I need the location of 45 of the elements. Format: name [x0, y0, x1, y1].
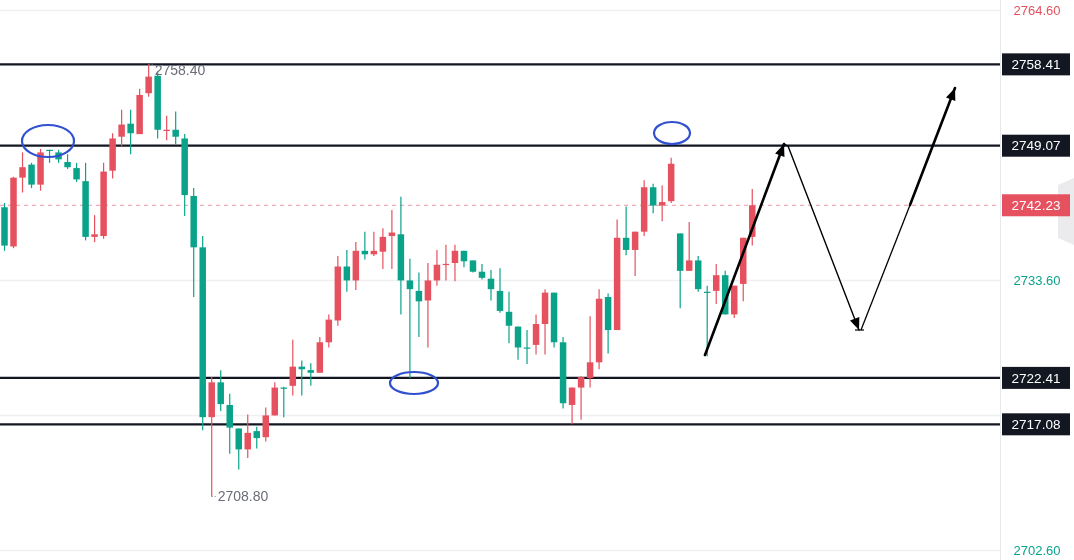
candlestick	[325, 313, 333, 349]
candlestick	[622, 205, 630, 256]
candlestick	[262, 406, 270, 443]
ref-line-label: 2717.08	[1011, 417, 1061, 433]
candlestick	[586, 315, 594, 389]
candlestick	[568, 386, 576, 425]
candlestick	[451, 244, 459, 282]
candlestick	[235, 427, 242, 471]
candlestick	[244, 413, 251, 459]
candlestick	[253, 426, 260, 450]
candlestick	[424, 262, 432, 349]
candlestick	[172, 110, 179, 146]
candlestick	[19, 151, 26, 194]
candlestick	[217, 369, 224, 412]
candlestick	[118, 109, 125, 147]
candlestick	[28, 162, 35, 189]
annotation: 2758.40	[154, 61, 206, 78]
candlestick	[91, 214, 98, 243]
candlestick	[505, 291, 513, 344]
candlestick	[496, 267, 504, 314]
candlestick	[226, 393, 233, 455]
candlestick	[379, 227, 387, 270]
candlestick	[289, 339, 297, 396]
candlestick	[631, 231, 639, 277]
candlestick	[73, 162, 80, 183]
ref-line-label: 2758.41	[1011, 57, 1061, 73]
candlestick	[649, 183, 657, 214]
candlestick	[523, 329, 531, 365]
candlestick	[577, 375, 585, 421]
candlestick	[127, 109, 134, 155]
annotation: 2708.80	[217, 488, 269, 505]
y-tick-label: 2702.60	[1013, 542, 1061, 558]
candlestick	[406, 258, 414, 379]
candlestick	[145, 63, 152, 98]
ref-line-label: 2749.07	[1011, 138, 1061, 154]
candlestick	[532, 313, 540, 356]
candlestick	[478, 263, 486, 281]
y-tick-label: 2764.60	[1013, 3, 1061, 18]
ref-line-label: 2722.41	[1011, 370, 1061, 386]
candlestick	[685, 221, 693, 272]
candlestick	[658, 184, 666, 222]
candlestick	[307, 362, 315, 387]
y-tick-label: 2733.60	[1013, 272, 1061, 288]
ref-line-label: 2742.23	[1011, 198, 1061, 213]
candlestick	[712, 263, 720, 305]
